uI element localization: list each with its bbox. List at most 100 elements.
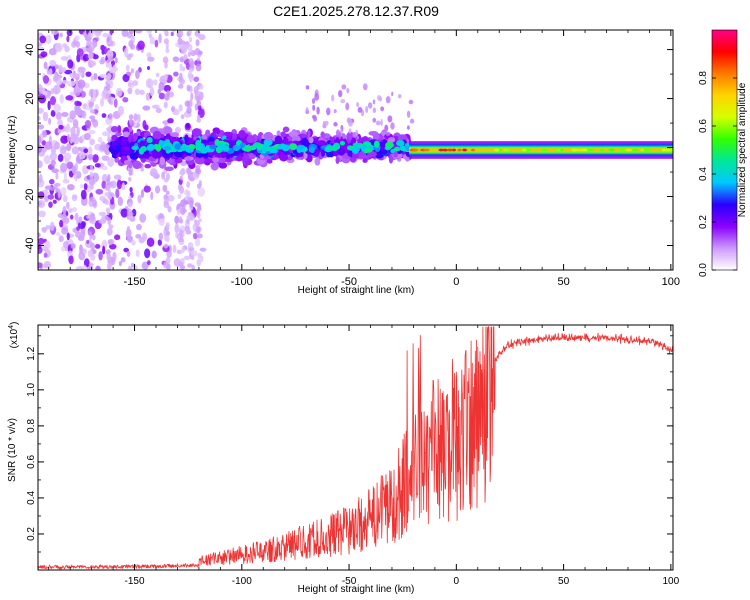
spectrogram-cell (88, 250, 94, 257)
spectrogram-cell (462, 148, 467, 152)
spectrogram-cell (341, 84, 347, 90)
spectrogram-cell (194, 202, 201, 208)
spectrogram-cell (102, 245, 106, 255)
spectrogram-cell (146, 66, 151, 71)
spectrogram-cell (640, 148, 645, 152)
spectrogram-cell (190, 92, 194, 101)
spectrogram-cell (57, 119, 63, 127)
snr-y-tick-label: 1.2 (26, 346, 37, 360)
colorbar-tick-label: 0.8 (698, 71, 709, 85)
spectrogram-cell (339, 141, 346, 146)
spectrogram-cell (191, 128, 202, 137)
spectrogram-cell (101, 155, 110, 161)
spectrogram-cell (48, 68, 53, 76)
spectrogram-cell (172, 244, 177, 253)
spectrogram-cell (238, 130, 246, 139)
spectrogram-cell (50, 109, 56, 117)
spectrogram-cell (59, 32, 63, 38)
spectrogram-cell (55, 111, 62, 120)
snr-x-tick-label: 50 (558, 576, 570, 587)
spectrogram-cell (391, 91, 394, 97)
spectrogram-cell (87, 146, 93, 155)
snr-plot-area (38, 325, 673, 570)
spectrogram-cell (351, 146, 359, 155)
spectrogram-cell (105, 60, 109, 68)
spectrogram-cell (68, 255, 74, 265)
spectrogram-cell (59, 219, 64, 228)
spectrogram-cell (137, 113, 141, 123)
spectrogram-cell (39, 35, 47, 44)
colorbar: 0.0 0.2 0.4 0.6 0.8 Normalized spectral ampl… (698, 29, 748, 277)
spectrogram-cell (105, 249, 111, 255)
spectrogram-cell (179, 63, 183, 72)
snr-y-tick-label: 0.4 (26, 491, 37, 505)
spectrogram-cell (94, 163, 101, 168)
snr-x-label: Height of straight line (km) (298, 584, 415, 595)
spectrogram-cell (42, 111, 49, 122)
spectrogram-cell (68, 208, 73, 214)
spectrogram-cell (143, 185, 151, 193)
spectrogram-cell (556, 148, 561, 152)
spectrogram-cell (409, 148, 415, 152)
spectrogram-cell (179, 170, 185, 176)
spectrogram-cell (280, 131, 287, 138)
spectrogram-cell (198, 50, 203, 55)
spectrogram-cell (288, 130, 299, 138)
spectrogram-cell (76, 126, 80, 137)
spectrogram-cell (176, 249, 183, 255)
spectrogram-cell (59, 145, 67, 155)
spectrogram-cell (58, 235, 64, 243)
spectrogram-cell (164, 145, 172, 151)
spectrogram-cell (314, 93, 319, 101)
spectrogram-cell (48, 178, 55, 185)
spectrogram-cell (324, 145, 334, 151)
spectrogram-cell (108, 66, 115, 74)
spectrogram-cell (77, 66, 86, 73)
spectrogram-cell (186, 84, 191, 92)
spectrogram-cell (92, 40, 98, 48)
spectrogram-cell (161, 171, 165, 180)
spectrogram-cell (180, 144, 188, 151)
spectrogram-cell (195, 139, 202, 148)
spectrogram-cell (305, 107, 309, 113)
spectrogram-cell (76, 48, 84, 57)
spectrogram-x-ticks: -150 -100 -50 0 50 100 (48, 30, 680, 288)
spectrogram-cell (178, 78, 185, 85)
spectrogram-cell (120, 208, 129, 218)
spectrogram-cell (187, 263, 193, 268)
spectrogram-cell (390, 122, 395, 130)
spectrogram-cell (171, 107, 175, 113)
spectrogram-cell (184, 100, 191, 107)
spectrogram-cell (126, 250, 131, 257)
spectrogram-cell (43, 155, 51, 165)
spectrogram-cell (137, 40, 145, 50)
spectrogram-cell (106, 177, 110, 186)
spectrogram-cell (80, 229, 86, 238)
spectrogram-cell (142, 105, 151, 111)
spectrogram-cell (198, 180, 202, 188)
spectrogram-cell (190, 250, 198, 257)
spectrogram-x-tick-label: -150 (124, 276, 146, 288)
spectrogram-cell (144, 248, 151, 259)
spectrogram-cell (41, 226, 48, 232)
spectrogram-cell (51, 168, 59, 174)
spectrogram-cell (167, 118, 174, 124)
spectrogram-cell (53, 84, 61, 95)
spectrogram-cell (190, 49, 196, 57)
spectrogram-cell (138, 147, 145, 155)
spectrogram-cell (150, 167, 158, 177)
spectrogram-cell (187, 44, 193, 52)
spectrogram-cell (104, 199, 110, 206)
spectrogram-cell (137, 194, 142, 204)
spectrogram-cell (197, 187, 206, 197)
spectrogram-cell (184, 134, 189, 144)
spectrogram-cell (183, 255, 191, 261)
spectrogram-cell (121, 182, 126, 191)
spectrogram-cell (54, 182, 61, 187)
snr-x-tick-label: 0 (454, 576, 460, 587)
spectrogram-cell (196, 258, 202, 267)
spectrogram-cell (128, 176, 132, 182)
spectrogram-cell (115, 131, 122, 137)
spectrogram-cell (194, 219, 200, 227)
spectrogram-cell (92, 54, 99, 60)
